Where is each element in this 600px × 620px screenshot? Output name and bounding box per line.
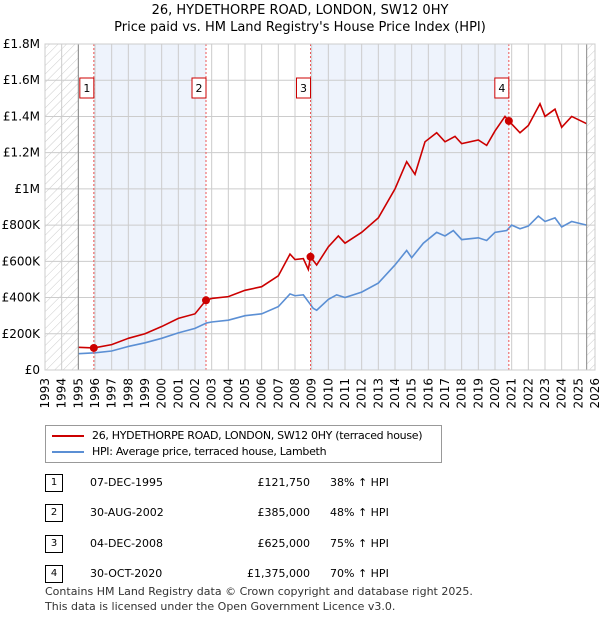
shaded-period-3-4 (310, 44, 509, 370)
plot-border (44, 43, 596, 371)
sale-point (306, 252, 315, 261)
x-tick-label: 2000 (155, 378, 169, 409)
x-tick-label: 2012 (355, 378, 369, 409)
footer-licence: This data is licensed under the Open Gov… (45, 600, 396, 613)
x-tick-label: 2017 (438, 378, 452, 409)
transaction-row: 3 04-DEC-2008 £625,000 75% ↑ HPI (45, 535, 445, 555)
x-tick-label: 2022 (521, 378, 535, 409)
sale-label: 3 (300, 82, 307, 95)
transaction-price: £121,750 (257, 476, 311, 489)
x-tick-label: 2016 (421, 378, 435, 409)
sale-label: 1 (83, 82, 90, 95)
chart-subtitle: Price paid vs. HM Land Registry's House … (114, 20, 486, 35)
x-tick-label: 2026 (588, 378, 600, 409)
x-tick-label: 2004 (221, 378, 235, 409)
transaction-hpi: 75% ↑ HPI (330, 537, 389, 550)
x-tick-label: 2015 (405, 378, 419, 409)
y-tick-label: £600K (2, 254, 42, 268)
transaction-date: 04-DEC-2008 (90, 537, 164, 550)
transaction-date: 07-DEC-1995 (90, 476, 164, 489)
shaded-period-1-2 (93, 44, 206, 370)
transaction-number: 1 (45, 474, 63, 492)
transaction-hpi: 48% ↑ HPI (330, 506, 389, 519)
y-tick-label: £1.6M (3, 73, 40, 87)
transaction-price: £385,000 (257, 506, 311, 519)
sale-label: 2 (196, 82, 203, 95)
transaction-number: 4 (45, 565, 63, 583)
transaction-number: 3 (45, 535, 63, 553)
transaction-price: £625,000 (257, 537, 311, 550)
x-tick-label: 2002 (188, 378, 202, 409)
x-tick-label: 2018 (455, 378, 469, 409)
x-tick-label: 2009 (305, 378, 319, 409)
y-tick-label: £1.2M (3, 146, 40, 160)
x-tick-label: 1993 (38, 378, 52, 409)
x-tick-label: 2010 (321, 378, 335, 409)
chart-title: 26, HYDETHORPE ROAD, LONDON, SW12 0HY (151, 3, 449, 18)
y-tick-label: £0 (25, 363, 40, 377)
sale-label-box (494, 77, 510, 99)
x-tick-label: 2021 (505, 378, 519, 409)
y-tick-label: £200K (2, 327, 42, 341)
y-tick-label: £800K (2, 218, 42, 232)
footer-copyright: Contains HM Land Registry data © Crown c… (45, 585, 473, 598)
transaction-hpi: 38% ↑ HPI (330, 476, 389, 489)
x-tick-label: 1995 (71, 378, 85, 409)
y-tick-label: £1.4M (3, 109, 40, 123)
price-chart: 1 2 3 4 1993 1994 1995 1996 1997 1998 1999 2000 2001… (2, 37, 600, 409)
x-tick-label: 2001 (171, 378, 185, 409)
transaction-number: 2 (45, 504, 63, 522)
transaction-date: 30-OCT-2020 (90, 567, 163, 580)
x-tick-label: 2023 (538, 378, 552, 409)
legend-hpi-label: HPI: Average price, terraced house, Lamb… (92, 445, 327, 458)
sale-point (504, 116, 513, 125)
x-tick-label: 2011 (338, 378, 352, 409)
transaction-row: 1 07-DEC-1995 £121,750 38% ↑ HPI (45, 474, 445, 494)
sale-label-box (79, 77, 95, 99)
sale-label: 4 (498, 82, 505, 95)
x-tick-label: 2006 (255, 378, 269, 409)
sale-point (89, 343, 98, 352)
transaction-row: 4 30-OCT-2020 £1,375,000 70% ↑ HPI (45, 565, 445, 585)
y-tick-label: £1M (14, 182, 40, 196)
legend: 26, HYDETHORPE ROAD, LONDON, SW12 0HY (t… (45, 425, 442, 463)
transaction-price: £1,375,000 (247, 567, 310, 580)
x-tick-label: 2005 (238, 378, 252, 409)
x-tick-label: 1994 (55, 378, 69, 409)
x-tick-label: 2025 (571, 378, 585, 409)
hatched-no-data-right (586, 44, 595, 370)
y-tick-label: £1.8M (3, 37, 40, 51)
sale-label-box (191, 77, 207, 99)
legend-hpi-line (52, 451, 84, 453)
sale-point (202, 296, 210, 305)
x-tick-label: 2020 (488, 378, 502, 409)
legend-property-line (52, 435, 84, 437)
x-tick-label: 2014 (388, 378, 402, 409)
x-tick-label: 1999 (138, 378, 152, 409)
x-tick-label: 1997 (105, 378, 119, 409)
transaction-hpi: 70% ↑ HPI (330, 567, 389, 580)
x-tick-label: 1996 (88, 378, 102, 409)
property-price-line (78, 101, 588, 349)
y-tick-label: £400K (2, 291, 42, 305)
x-tick-label: 1998 (121, 378, 135, 409)
x-tick-label: 2024 (555, 378, 569, 409)
x-tick-label: 2003 (205, 378, 219, 409)
x-tick-label: 2008 (288, 378, 302, 409)
hpi-line (78, 214, 587, 355)
transaction-date: 30-AUG-2002 (90, 506, 164, 519)
sale-label-box (296, 77, 311, 99)
x-tick-label: 2019 (471, 378, 485, 409)
x-tick-label: 2013 (371, 378, 385, 409)
x-tick-label: 2007 (271, 378, 285, 409)
transaction-row: 2 30-AUG-2002 £385,000 48% ↑ HPI (45, 504, 445, 524)
legend-property-label: 26, HYDETHORPE ROAD, LONDON, SW12 0HY (t… (92, 429, 423, 442)
